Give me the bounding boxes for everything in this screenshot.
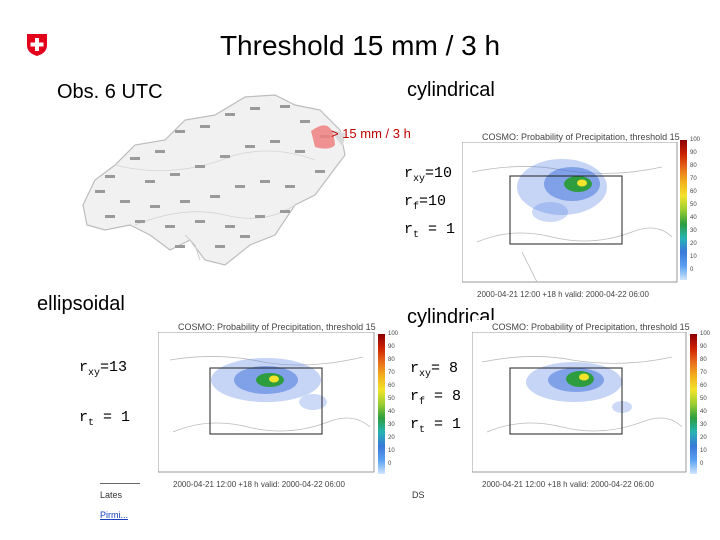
bottom-left-params: rxy=13 rt = 1: [79, 359, 131, 429]
colorbar-tick-label: 100: [388, 331, 399, 337]
colorbar-tick-label: 80: [388, 357, 395, 363]
colorbar-tick-label: 40: [690, 215, 697, 221]
observation-time-label: Obs. 6 UTC: [57, 81, 163, 103]
colorbar-tick-label: 0: [700, 461, 704, 467]
colorbar-tick-label: 30: [700, 422, 707, 428]
colorbar-tick-label: 10: [690, 254, 697, 260]
footnote-text: Lates: [100, 490, 123, 500]
colorbar-tick-label: 60: [690, 189, 697, 195]
bottom-right-forecast-panel: COSMO: Probability of Precipitation, thr…: [472, 320, 710, 492]
colorbar-tick-label: 90: [388, 344, 395, 350]
threshold-legend-label: > 15 mm / 3 h: [331, 126, 411, 141]
colorbar: [680, 140, 700, 280]
colorbar-tick-label: 100: [700, 331, 711, 337]
bottom-left-forecast-panel: COSMO: Probability of Precipitation, thr…: [158, 320, 398, 492]
top-right-section-label: cylindrical: [407, 79, 495, 101]
colorbar-tick-label: 40: [388, 409, 395, 415]
colorbar: [690, 334, 697, 474]
colorbar-tick-label: 40: [700, 409, 707, 415]
panel-title: COSMO: Probability of Precipitation, thr…: [482, 132, 680, 142]
page-title: Threshold 15 mm / 3 h: [219, 30, 501, 61]
colorbar-tick-label: 70: [690, 176, 697, 182]
colorbar-tick-label: 60: [700, 383, 707, 389]
colorbar-tick-label: 20: [388, 435, 395, 441]
colorbar-tick-label: 10: [388, 448, 395, 454]
colorbar-tick-label: 20: [690, 241, 697, 247]
bottom-left-section-label: ellipsoidal: [37, 293, 125, 315]
colorbar-tick-label: 30: [690, 228, 697, 234]
panel-title: COSMO: Probability of Precipitation, thr…: [178, 322, 376, 332]
colorbar-tick-label: 30: [388, 422, 395, 428]
colorbar-tick-label: 20: [700, 435, 707, 441]
top-right-forecast-panel: COSMO: Probability of Precipitation, thr…: [462, 130, 700, 300]
colorbar: [378, 334, 385, 474]
bottom-right-params: rxy= 8 rf = 8 rt = 1: [410, 360, 462, 436]
swiss-logo-icon: [26, 33, 48, 57]
colorbar-tick-label: 90: [700, 344, 707, 350]
footnote-rule: [100, 483, 140, 484]
colorbar-tick-label: 50: [690, 202, 697, 208]
panel-footer: 2000-04-21 12:00 +18 h valid: 2000-04-22…: [173, 480, 345, 489]
colorbar-tick-label: 70: [388, 370, 395, 376]
panel-footer: 2000-04-21 12:00 +18 h valid: 2000-04-22…: [482, 480, 654, 489]
colorbar-tick-label: 80: [690, 163, 697, 169]
colorbar-tick-label: 10: [700, 448, 707, 454]
colorbar-tick-label: 60: [388, 383, 395, 389]
colorbar-tick-label: 80: [700, 357, 707, 363]
colorbar-tick-label: 50: [388, 396, 395, 402]
colorbar-tick-label: 0: [388, 461, 392, 467]
colorbar-tick-label: 100: [690, 137, 701, 143]
panel-title: COSMO: Probability of Precipitation, thr…: [492, 322, 690, 332]
colorbar-tick-label: 50: [700, 396, 707, 402]
panel-footer: 2000-04-21 12:00 +18 h valid: 2000-04-22…: [477, 290, 649, 299]
colorbar-tick-label: 90: [690, 150, 697, 156]
colorbar-tick-label: 70: [700, 370, 707, 376]
top-right-params: rxy=10 rf=10 rt = 1: [404, 165, 456, 241]
footnote-text-right: DS: [412, 490, 425, 500]
colorbar-tick-label: 0: [690, 267, 694, 273]
observation-map: [75, 85, 355, 275]
footnote-link[interactable]: Pirmi...: [100, 510, 128, 520]
